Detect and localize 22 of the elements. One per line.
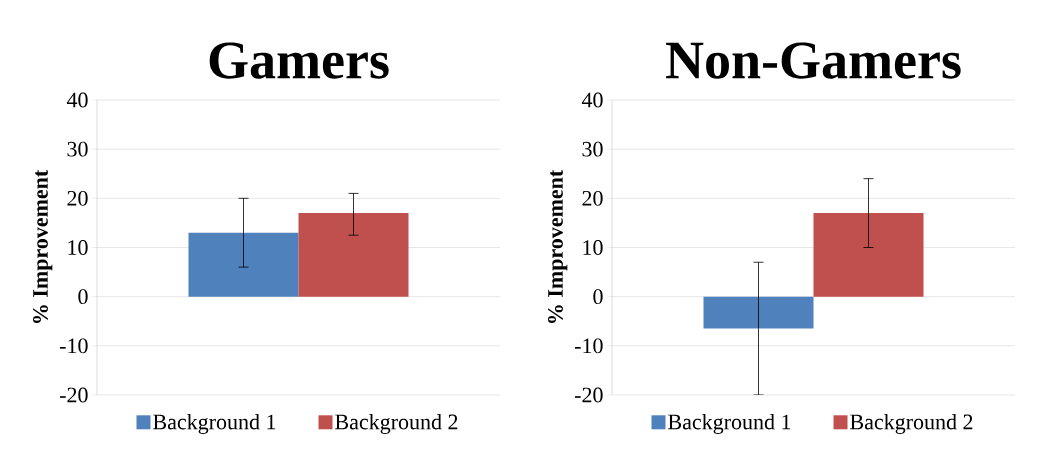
legend-label: Background 2: [850, 413, 973, 434]
y-tick-label: -20: [59, 387, 88, 403]
y-tick-label: 40: [581, 92, 603, 108]
y-tick-label: 10: [68, 240, 88, 255]
y-tick-label: -20: [574, 387, 603, 403]
chart-title: Gamers: [209, 42, 389, 79]
y-tick-label: 20: [67, 190, 88, 206]
y-axis-title: % Improvement: [33, 169, 53, 323]
legend-label: Background 1: [668, 413, 791, 434]
y-tick-label: 20: [582, 190, 603, 206]
y-tick-label: 10: [583, 240, 603, 255]
legend-label: Background 2: [335, 413, 458, 434]
y-tick-label: -10: [59, 338, 88, 354]
y-tick-label: 30: [582, 141, 603, 157]
y-tick-label: 0: [593, 289, 603, 305]
legend-label: Background 1: [153, 413, 276, 434]
chart-title: Non-Gamers: [666, 42, 961, 79]
y-axis-title: % Improvement: [548, 169, 568, 323]
y-tick-label: 30: [67, 141, 88, 157]
y-tick-label: 0: [78, 289, 88, 305]
y-tick-label: 40: [66, 92, 88, 108]
y-tick-label: -10: [574, 338, 603, 354]
